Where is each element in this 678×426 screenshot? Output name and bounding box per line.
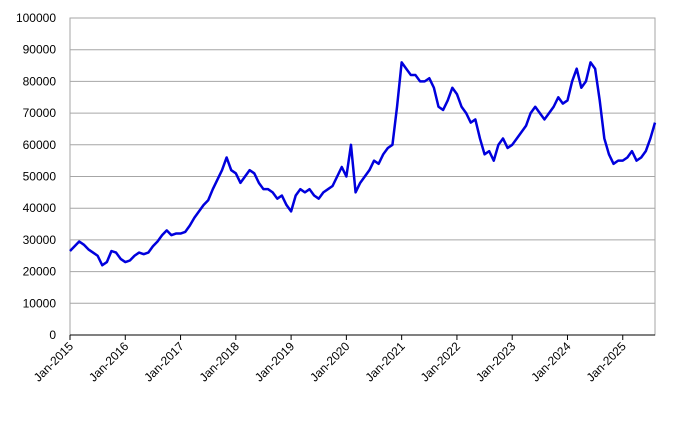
x-tick-label: Jan-2021 [362,339,408,385]
x-tick-label: Jan-2020 [307,339,353,385]
x-tick-label: Jan-2025 [584,339,630,385]
y-tick-label: 80000 [23,74,57,88]
x-tick-label: Jan-2023 [473,339,519,385]
x-tick-label: Jan-2024 [528,339,574,385]
y-tick-label: 0 [49,328,56,342]
y-tick-label: 40000 [23,201,57,215]
x-tick-label: Jan-2018 [197,339,243,385]
y-tick-label: 70000 [23,106,57,120]
y-tick-label: 60000 [23,138,57,152]
y-tick-label: 50000 [23,170,57,184]
x-tick-label: Jan-2017 [141,339,187,385]
y-tick-label: 20000 [23,265,57,279]
y-tick-label: 100000 [16,11,56,25]
y-tick-label: 10000 [23,296,57,310]
x-tick-label: Jan-2016 [86,339,132,385]
y-tick-label: 90000 [23,43,57,57]
y-tick-label: 30000 [23,233,57,247]
x-tick-label: Jan-2019 [252,339,298,385]
x-tick-label: Jan-2015 [31,339,77,385]
x-tick-label: Jan-2022 [418,339,464,385]
line-series [69,61,657,267]
